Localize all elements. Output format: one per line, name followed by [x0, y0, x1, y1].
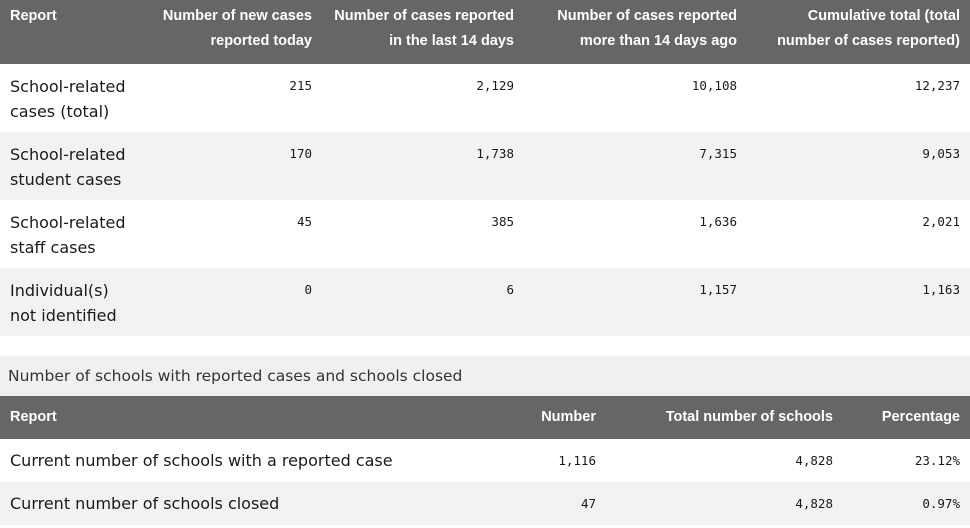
row-label: School-related student cases	[0, 132, 145, 200]
cell-last-14-days: 385	[491, 214, 514, 229]
table-row: School-related staff cases 45 385 1,636 …	[0, 200, 970, 268]
cell-new-today: 0	[145, 268, 322, 336]
header-report: Report	[0, 396, 493, 439]
header-cumulative-total: Cumulative total (total number of cases …	[747, 0, 970, 64]
table-row: School-related student cases 170 1,738 7…	[0, 132, 970, 200]
table-row: School-related cases (total) 215 2,129 1…	[0, 64, 970, 132]
section-spacer	[0, 336, 970, 356]
header-cases-last-14-days: Number of cases reported in the last 14 …	[322, 0, 524, 64]
cell-cumulative: 2,021	[922, 214, 960, 229]
table-row: Individual(s) not identified 0 6 1,157 1…	[0, 268, 970, 336]
header-percentage: Percentage	[843, 396, 970, 439]
cell-older-than-14-days: 7,315	[524, 132, 747, 200]
cell-percentage: 0.97%	[843, 482, 970, 525]
header-number: Number	[493, 396, 606, 439]
cell-older-than-14-days: 1,157	[524, 268, 747, 336]
cell-last-14-days: 1,738	[322, 132, 524, 200]
header-new-cases-today: Number of new cases reported today	[145, 0, 322, 64]
cell-cumulative: 12,237	[914, 78, 960, 93]
row-label: Individual(s) not identified	[0, 268, 145, 336]
schools-table-caption: Number of schools with reported cases an…	[0, 356, 970, 396]
cell-percentage: 23.12%	[914, 452, 960, 468]
row-label: School-related staff cases	[10, 213, 126, 257]
row-label: Current number of schools with a reporte…	[10, 451, 393, 470]
cell-cumulative: 9,053	[747, 132, 970, 200]
header-report: Report	[0, 0, 145, 64]
cell-new-today: 45	[296, 214, 312, 229]
cell-number: 1,116	[558, 452, 596, 468]
cell-new-today: 215	[289, 78, 312, 93]
cell-last-14-days: 6	[322, 268, 524, 336]
cell-older-than-14-days: 1,636	[699, 214, 737, 229]
cell-number: 47	[493, 482, 606, 525]
row-label: Current number of schools closed	[0, 482, 493, 525]
schools-table: Report Number Total number of schools Pe…	[0, 396, 970, 525]
cases-table-header-row: Report Number of new cases reported toda…	[0, 0, 970, 64]
cell-new-today: 170	[145, 132, 322, 200]
table-row: Current number of schools closed 47 4,82…	[0, 482, 970, 525]
row-label: School-related cases (total)	[10, 77, 126, 121]
schools-table-header-row: Report Number Total number of schools Pe…	[0, 396, 970, 439]
header-cases-older-than-14-days: Number of cases reported more than 14 da…	[524, 0, 747, 64]
table-row: Current number of schools with a reporte…	[0, 439, 970, 482]
cell-older-than-14-days: 10,108	[691, 78, 737, 93]
cell-last-14-days: 2,129	[476, 78, 514, 93]
cell-total-schools: 4,828	[795, 452, 833, 468]
header-total-schools: Total number of schools	[606, 396, 843, 439]
cell-total-schools: 4,828	[606, 482, 843, 525]
school-cases-table: Report Number of new cases reported toda…	[0, 0, 970, 336]
cell-cumulative: 1,163	[747, 268, 970, 336]
